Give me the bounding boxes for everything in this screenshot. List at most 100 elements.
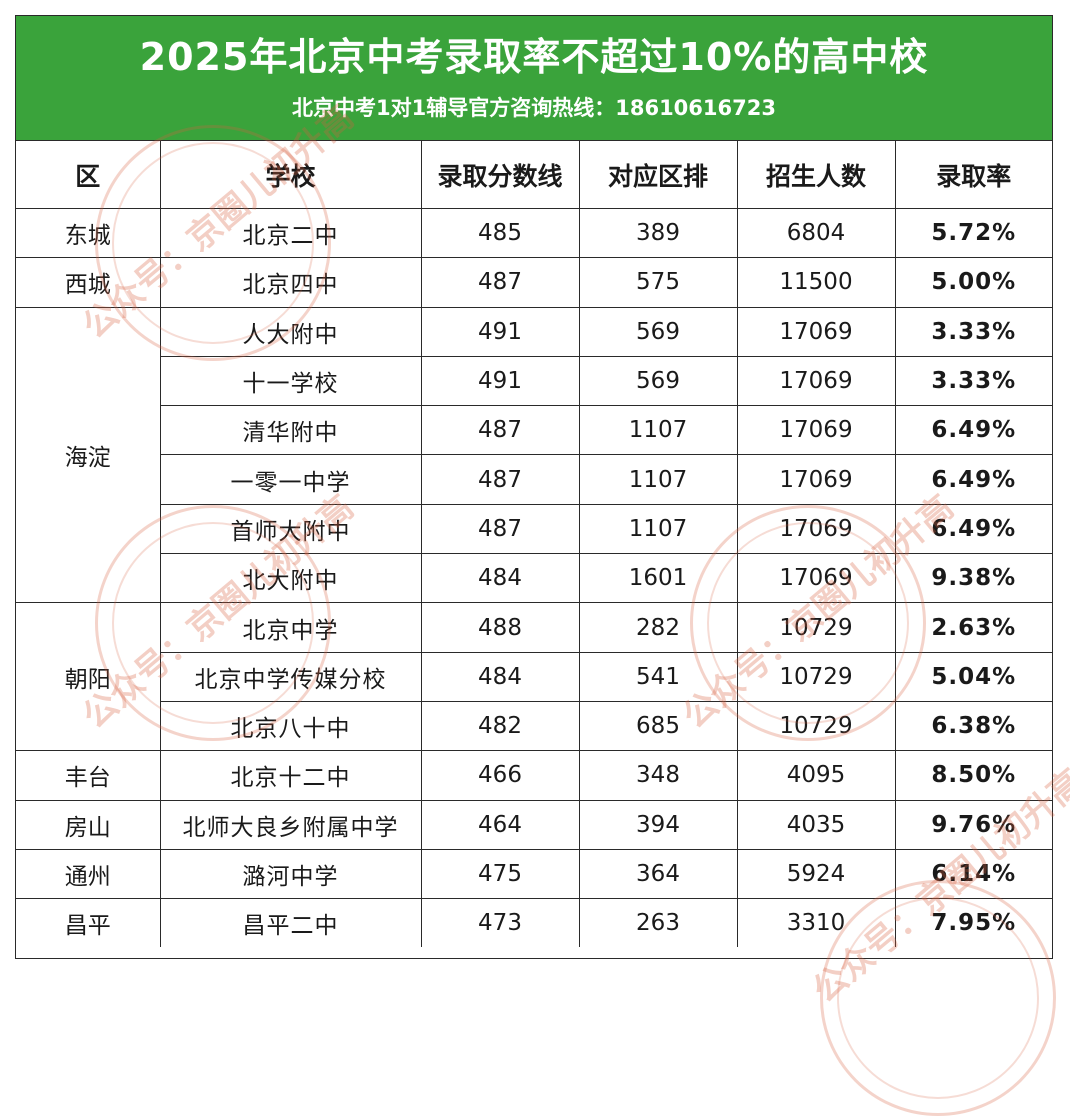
rate-cell: 8.50% [894, 750, 1052, 801]
score-cell: 482 [420, 700, 580, 752]
enroll-cell: 17069 [736, 355, 896, 407]
school-cell: 北京中学 [159, 602, 422, 653]
school-cell: 一零一中学 [159, 454, 422, 505]
school-cell: 北京中学传媒分校 [159, 651, 422, 702]
score-cell: 484 [420, 553, 580, 604]
table-row: 清华附中 487 1107 17069 6.49% [16, 405, 1052, 456]
rate-cell: 6.38% [894, 700, 1052, 752]
score-cell: 473 [420, 898, 580, 948]
admission-rate-table: 区 学校 录取分数线 对应区排 招生人数 录取率 东城 北京二中 485 389 680… [16, 141, 1052, 948]
district-cell: 通州 [16, 848, 161, 900]
school-cell: 十一学校 [159, 355, 422, 407]
score-cell: 487 [420, 257, 580, 308]
table-row: 海淀 人大附中 491 569 17069 3.33% [16, 306, 1052, 604]
table-row: 北京八十中 482 685 10729 6.38% [16, 700, 1052, 752]
rate-cell: 2.63% [894, 602, 1052, 653]
rank-cell: 263 [578, 898, 738, 948]
document-frame: 2025年北京中考录取率不超过10%的高中校 北京中考1对1辅导官方咨询热线：1… [15, 15, 1053, 959]
score-cell: 488 [420, 602, 580, 653]
rate-cell: 5.00% [894, 257, 1052, 308]
hotline-subtitle: 北京中考1对1辅导官方咨询热线：18610616723 [292, 96, 776, 120]
school-cell: 潞河中学 [159, 848, 422, 900]
table-row: 通州 潞河中学 475 364 5924 6.14% [16, 848, 1052, 900]
rank-cell: 394 [578, 799, 738, 850]
rate-cell: 5.72% [894, 207, 1052, 259]
score-cell: 487 [420, 454, 580, 505]
enroll-cell: 10729 [736, 651, 896, 702]
district-cell: 昌平 [16, 898, 161, 948]
table-row: 北京中学传媒分校 484 541 10729 5.04% [16, 651, 1052, 702]
score-cell: 466 [420, 750, 580, 801]
enroll-cell: 4095 [736, 750, 896, 801]
rank-cell: 685 [578, 700, 738, 752]
enroll-cell: 17069 [736, 503, 896, 555]
district-cell: 朝阳 [16, 602, 161, 752]
col-header-score: 录取分数线 [420, 141, 580, 209]
rank-cell: 1107 [578, 454, 738, 505]
rank-cell: 1107 [578, 503, 738, 555]
score-cell: 487 [420, 503, 580, 555]
col-header-rate: 录取率 [894, 141, 1052, 209]
enroll-cell: 5924 [736, 848, 896, 900]
school-cell: 北京二中 [159, 207, 422, 259]
school-cell: 人大附中 [159, 306, 422, 357]
rate-cell: 3.33% [894, 306, 1052, 357]
enroll-cell: 17069 [736, 405, 896, 456]
school-cell: 昌平二中 [159, 898, 422, 948]
table-row: 朝阳 北京中学 488 282 10729 2.63% [16, 602, 1052, 752]
col-header-rank: 对应区排 [578, 141, 738, 209]
rank-cell: 282 [578, 602, 738, 653]
rate-cell: 9.38% [894, 553, 1052, 604]
rate-cell: 3.33% [894, 355, 1052, 407]
score-cell: 464 [420, 799, 580, 850]
col-header-district: 区 [16, 141, 161, 209]
district-cell: 东城 [16, 207, 161, 259]
district-cell: 西城 [16, 257, 161, 308]
table-body: 东城 北京二中 485 389 6804 5.72% 西城 北京四中 487 575 11500 5.… [16, 207, 1052, 948]
district-cell: 海淀 [16, 306, 161, 604]
rate-cell: 6.49% [894, 454, 1052, 505]
title-banner: 2025年北京中考录取率不超过10%的高中校 北京中考1对1辅导官方咨询热线：1… [16, 16, 1052, 141]
score-cell: 475 [420, 848, 580, 900]
table-header-row: 区 学校 录取分数线 对应区排 招生人数 录取率 [16, 141, 1052, 209]
school-cell: 首师大附中 [159, 503, 422, 555]
score-cell: 485 [420, 207, 580, 259]
page-title: 2025年北京中考录取率不超过10%的高中校 [139, 35, 929, 79]
rate-cell: 6.14% [894, 848, 1052, 900]
rank-cell: 541 [578, 651, 738, 702]
table-row: 十一学校 491 569 17069 3.33% [16, 355, 1052, 407]
score-cell: 487 [420, 405, 580, 456]
table-row: 东城 北京二中 485 389 6804 5.72% [16, 207, 1052, 259]
enroll-cell: 10729 [736, 602, 896, 653]
score-cell: 491 [420, 306, 580, 357]
enroll-cell: 10729 [736, 700, 896, 752]
enroll-cell: 17069 [736, 454, 896, 505]
school-cell: 北京八十中 [159, 700, 422, 752]
rate-cell: 7.95% [894, 898, 1052, 948]
enroll-cell: 17069 [736, 306, 896, 357]
table-row: 一零一中学 487 1107 17069 6.49% [16, 454, 1052, 505]
rank-cell: 569 [578, 306, 738, 357]
district-cell: 房山 [16, 799, 161, 850]
table-row: 西城 北京四中 487 575 11500 5.00% [16, 257, 1052, 308]
rank-cell: 348 [578, 750, 738, 801]
school-cell: 清华附中 [159, 405, 422, 456]
rank-cell: 389 [578, 207, 738, 259]
enroll-cell: 4035 [736, 799, 896, 850]
rate-cell: 5.04% [894, 651, 1052, 702]
enroll-cell: 11500 [736, 257, 896, 308]
district-cell: 丰台 [16, 750, 161, 801]
table-row: 丰台 北京十二中 466 348 4095 8.50% [16, 750, 1052, 801]
table-row: 房山 北师大良乡附属中学 464 394 4035 9.76% [16, 799, 1052, 850]
col-header-enroll: 招生人数 [736, 141, 896, 209]
rank-cell: 364 [578, 848, 738, 900]
enroll-cell: 17069 [736, 553, 896, 604]
rank-cell: 1107 [578, 405, 738, 456]
school-cell: 北师大良乡附属中学 [159, 799, 422, 850]
rate-cell: 6.49% [894, 503, 1052, 555]
col-header-school: 学校 [159, 141, 422, 209]
school-cell: 北京四中 [159, 257, 422, 308]
table-row: 首师大附中 487 1107 17069 6.49% [16, 503, 1052, 555]
score-cell: 484 [420, 651, 580, 702]
rate-cell: 9.76% [894, 799, 1052, 850]
